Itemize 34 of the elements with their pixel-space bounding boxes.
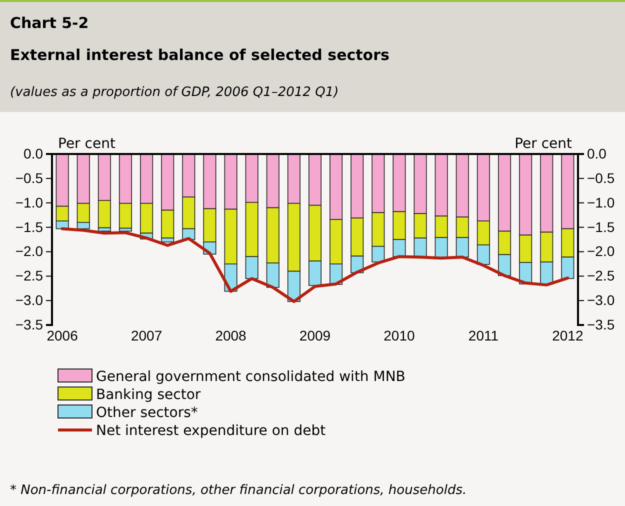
y-tick-label: −1.5	[15, 218, 44, 235]
y2-tick-label: −3.0	[587, 292, 615, 308]
chart-subtitle: External interest balance of selected sectors	[10, 46, 390, 64]
x-tick-label: 2008	[215, 328, 247, 344]
y2-tick-label: −3.5	[587, 316, 615, 332]
x-tick-label: 2011	[468, 328, 499, 344]
y-tick-label: −1.0	[15, 194, 44, 210]
y2-axis-title: Per cent	[514, 136, 573, 152]
y-axis-title: Per cent	[58, 136, 116, 152]
x-tick-label: 2009	[299, 328, 331, 344]
y-tick-label: −3.0	[15, 292, 44, 308]
y-tick-label: −0.5	[15, 170, 44, 186]
y-tick-label: −3.5	[15, 316, 44, 332]
y2-tick-label: 0.0	[587, 145, 607, 162]
y-tick-label: −2.0	[15, 243, 44, 260]
text: (values as a proportion of GDP, 2006 Q1–2012 Q1)	[10, 85, 339, 100]
y2-tick-label: −2.5	[587, 268, 615, 284]
legend-label: Banking sector	[96, 387, 201, 403]
legend-label: Other sectors*	[96, 405, 198, 421]
y2-tick-label: −1.5	[587, 218, 615, 235]
y-tick-label: 0.0	[24, 145, 44, 162]
x-tick-label: 2012	[552, 328, 584, 344]
legend-label: General government consolidated with MNB	[96, 369, 406, 385]
chart-title: Chart 5-2	[10, 14, 89, 32]
x-tick-label: 2010	[384, 328, 416, 344]
legend-label: Net interest expenditure on debt	[96, 423, 326, 439]
y2-tick-label: −1.0	[587, 194, 615, 210]
x-tick-label: 2006	[46, 328, 78, 344]
y2-tick-label: −0.5	[587, 170, 615, 186]
text: * Non-financial corporations, other financial corporations, households.	[10, 483, 467, 498]
line-series	[60, 227, 570, 304]
y-tick-label: −2.5	[15, 268, 44, 284]
y2-tick-label: −2.0	[587, 243, 615, 260]
x-tick-label: 2007	[130, 328, 162, 344]
